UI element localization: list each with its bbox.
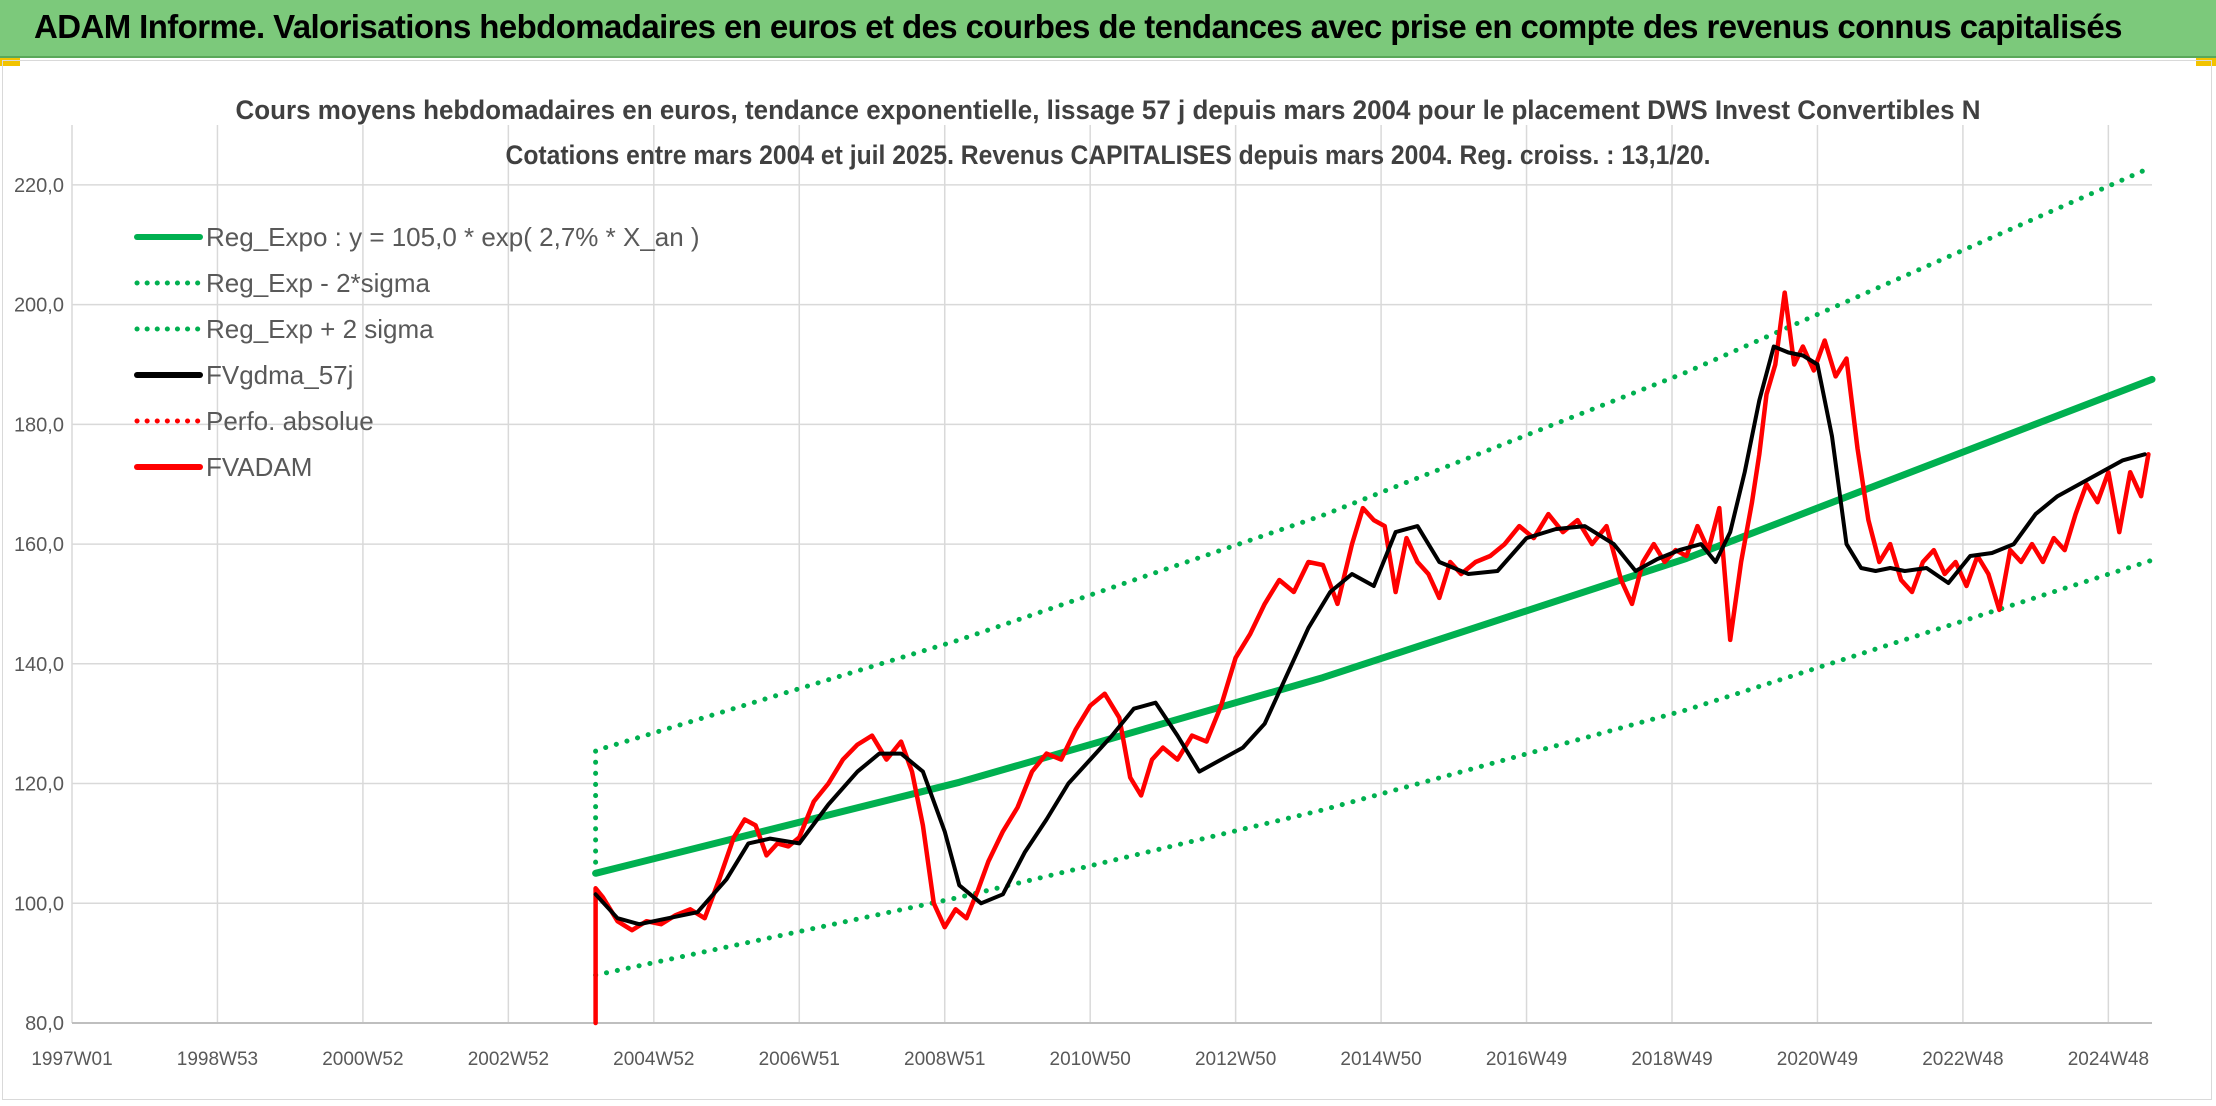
x-tick-label: 2000W52 xyxy=(322,1049,403,1070)
x-tick-label: 2022W48 xyxy=(1922,1049,2003,1070)
series-reg_exp xyxy=(593,557,2155,978)
grid-lines xyxy=(71,125,2152,1024)
series-group xyxy=(592,164,2156,1026)
legend: Reg_Expo : y = 105,0 * exp( 2,7% * X_an … xyxy=(134,222,700,482)
x-tick-label: 2004W52 xyxy=(613,1049,694,1070)
x-tick-label: 2006W51 xyxy=(759,1049,840,1070)
chart-subtitle: Cotations entre mars 2004 et juil 2025. … xyxy=(506,140,1711,170)
x-tick-label: 2018W49 xyxy=(1631,1049,1712,1070)
report-title: ADAM Informe. Valorisations hebdomadaire… xyxy=(34,8,2123,45)
legend-label: Reg_Expo : y = 105,0 * exp( 2,7% * X_an … xyxy=(206,222,700,252)
legend-label: FVgdma_57j xyxy=(206,360,353,390)
x-tick-label: 2016W49 xyxy=(1486,1049,1567,1070)
series-reg_exp xyxy=(593,164,2155,876)
series-reg_expo xyxy=(592,375,2156,877)
chart-title: Cours moyens hebdomadaires en euros, ten… xyxy=(236,95,1981,125)
x-tick-label: 2002W52 xyxy=(468,1049,549,1070)
chart-frame xyxy=(2,60,2212,1100)
y-tick-label: 200,0 xyxy=(14,295,64,317)
corner-marker-right xyxy=(2196,58,2216,66)
legend-label: Reg_Exp - 2*sigma xyxy=(206,268,431,298)
x-tick-label: 2024W48 xyxy=(2068,1049,2149,1070)
corner-marker-left xyxy=(0,58,20,66)
series-fvgdma_57j xyxy=(593,344,2147,927)
series-fvadam xyxy=(593,290,2151,1026)
legend-label: Reg_Exp + 2 sigma xyxy=(206,314,434,344)
y-tick-label: 180,0 xyxy=(14,414,64,436)
x-axis: 1997W01 1998W53 2000W52 2002W52 2004W52 2006W… xyxy=(31,1049,2149,1070)
x-tick-label: 2020W49 xyxy=(1777,1049,1858,1070)
report-header: ADAM Informe. Valorisations hebdomadaire… xyxy=(0,0,2216,58)
x-tick-label: 1998W53 xyxy=(177,1049,258,1070)
y-tick-label: 80,0 xyxy=(25,1013,64,1035)
y-tick-label: 120,0 xyxy=(14,774,64,796)
y-tick-label: 140,0 xyxy=(14,654,64,676)
x-tick-label: 2010W50 xyxy=(1050,1049,1131,1070)
x-tick-label: 2008W51 xyxy=(904,1049,985,1070)
y-axis: 80,0 100,0 120,0 140,0 160,0 180,0 200,0 220,0 xyxy=(14,175,64,1035)
legend-label: FVADAM xyxy=(206,452,312,482)
y-tick-label: 100,0 xyxy=(14,893,64,915)
legend-label: Perfo. absolue xyxy=(206,406,374,436)
x-tick-label: 1997W01 xyxy=(31,1049,112,1070)
y-tick-label: 160,0 xyxy=(14,534,64,556)
x-tick-label: 2014W50 xyxy=(1340,1049,1421,1070)
x-tick-label: 2012W50 xyxy=(1195,1049,1276,1070)
y-tick-label: 220,0 xyxy=(14,175,64,197)
